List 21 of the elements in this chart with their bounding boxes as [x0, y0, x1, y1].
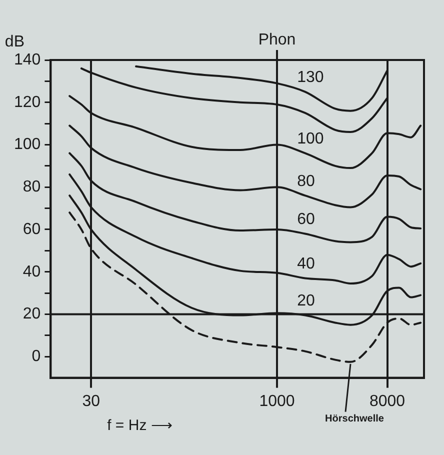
- annotation: Hörschwelle: [325, 414, 384, 425]
- series-label: 80: [297, 173, 316, 190]
- series-label: 20: [297, 292, 316, 310]
- y-tick-label: 120: [14, 94, 41, 111]
- y-tick-label: 0: [32, 348, 41, 366]
- x-axis-title: f = Hz ⟶: [107, 416, 173, 434]
- series-label: 60: [297, 211, 316, 228]
- x-tick-label: 8000: [369, 392, 406, 410]
- text: Phon: [258, 31, 296, 48]
- x-tick-label: 30: [82, 392, 100, 410]
- x-tick-label: 1000: [259, 392, 295, 410]
- y-tick-label: 20: [22, 306, 41, 323]
- y-axis-title: dB: [4, 33, 24, 50]
- series-label: 100: [297, 130, 324, 148]
- y-tick-label: 140: [14, 51, 41, 68]
- y-tick-label: 100: [14, 136, 41, 154]
- y-tick-label: 40: [22, 263, 41, 280]
- series-label: 130: [297, 69, 324, 86]
- y-tick-label: 80: [22, 178, 41, 196]
- y-tick-label: 60: [22, 220, 41, 238]
- series-label: 40: [297, 256, 316, 273]
